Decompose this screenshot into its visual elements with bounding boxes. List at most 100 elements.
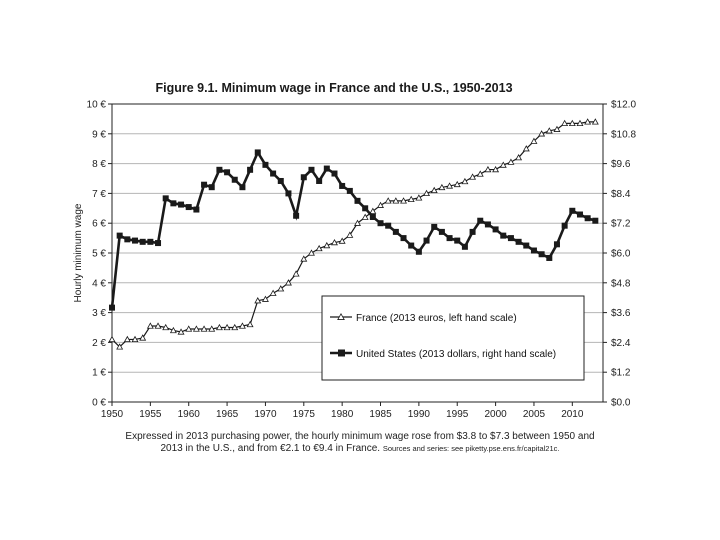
data-point-france xyxy=(215,323,223,331)
data-point-france xyxy=(499,161,507,168)
data-point-united-states xyxy=(477,217,484,224)
data-point-united-states xyxy=(323,165,330,172)
x-tick-label: 1950 xyxy=(101,409,124,420)
data-point-france xyxy=(361,213,369,220)
data-point-france xyxy=(116,343,124,350)
data-point-france xyxy=(277,285,285,292)
legend-label-united-states: United States (2013 dollars, right hand … xyxy=(356,349,556,360)
data-point-france xyxy=(338,237,346,244)
data-point-france xyxy=(192,325,200,332)
y-right-tick-label: $1.2 xyxy=(611,368,631,379)
data-point-united-states xyxy=(469,228,476,235)
data-point-france xyxy=(139,334,147,341)
data-point-united-states xyxy=(408,242,415,249)
data-point-france xyxy=(584,118,592,125)
data-point-france xyxy=(453,180,461,188)
data-point-france xyxy=(576,119,584,127)
data-point-france xyxy=(208,325,216,332)
caption-sources: Sources and series: see piketty.pse.ens.… xyxy=(382,444,560,453)
x-tick-label: 2000 xyxy=(484,409,507,420)
legend-swatch-marker xyxy=(338,349,345,357)
data-point-united-states xyxy=(216,166,223,173)
data-point-united-states xyxy=(484,221,491,228)
data-point-france xyxy=(400,197,408,204)
data-point-united-states xyxy=(431,223,438,230)
data-point-united-states xyxy=(454,237,461,244)
data-point-france xyxy=(407,195,415,203)
data-point-united-states xyxy=(369,213,376,220)
data-point-united-states xyxy=(285,190,292,197)
y-right-tick-label: $9.6 xyxy=(611,159,631,170)
data-point-united-states xyxy=(132,237,139,244)
data-point-france xyxy=(553,125,561,132)
y-right-tick-label: $6.0 xyxy=(611,249,631,260)
x-tick-label: 1990 xyxy=(408,409,431,420)
y-left-tick-label: 2 € xyxy=(92,338,106,349)
data-point-united-states xyxy=(277,177,284,184)
data-point-united-states xyxy=(247,166,254,173)
data-point-france xyxy=(177,328,185,335)
data-point-united-states xyxy=(415,248,422,255)
data-point-france xyxy=(515,154,523,161)
data-point-united-states xyxy=(592,217,599,224)
data-point-united-states xyxy=(331,170,338,177)
y-left-tick-label: 9 € xyxy=(92,129,106,140)
data-point-france xyxy=(591,118,599,125)
data-point-france xyxy=(438,183,446,191)
data-point-united-states xyxy=(392,228,399,235)
y-right-tick-label: $3.6 xyxy=(611,308,631,319)
data-point-united-states xyxy=(446,235,453,242)
legend-swatch-france xyxy=(330,312,352,320)
data-point-united-states xyxy=(576,211,583,218)
data-point-france xyxy=(507,158,515,165)
data-point-france xyxy=(154,322,162,329)
x-tick-label: 1960 xyxy=(178,409,201,420)
y-right-tick-label: $10.8 xyxy=(611,129,636,140)
x-tick-label: 2005 xyxy=(523,409,546,420)
data-point-united-states xyxy=(162,195,169,202)
data-point-united-states xyxy=(116,232,123,239)
data-point-france xyxy=(469,173,477,180)
legend: France (2013 euros, left hand scale) Uni… xyxy=(321,295,585,381)
data-point-france xyxy=(530,137,538,144)
data-point-united-states xyxy=(354,197,361,204)
data-point-france xyxy=(300,255,308,262)
data-point-france xyxy=(131,335,139,343)
data-point-united-states xyxy=(262,161,269,168)
x-tick-label: 1955 xyxy=(139,409,162,420)
data-point-france xyxy=(231,323,239,331)
data-point-united-states xyxy=(239,184,246,191)
y-right-tick-label: $7.2 xyxy=(611,219,631,230)
data-point-united-states xyxy=(147,238,154,245)
data-point-france xyxy=(108,335,116,343)
data-point-united-states xyxy=(530,247,537,254)
data-point-france xyxy=(169,326,177,334)
data-point-united-states xyxy=(546,254,553,261)
y-axis-label: Hourly minimum wage xyxy=(73,203,84,302)
data-point-france xyxy=(146,322,154,329)
data-point-united-states xyxy=(201,181,208,188)
x-tick-label: 2010 xyxy=(561,409,584,420)
data-point-united-states xyxy=(185,204,192,211)
legend-swatch-united-states xyxy=(330,349,352,357)
data-point-france xyxy=(369,207,377,214)
data-point-france xyxy=(284,279,292,286)
plot-frame xyxy=(111,103,604,403)
data-point-france xyxy=(492,165,500,173)
y-left-tick-label: 4 € xyxy=(92,278,106,289)
y-left-tick-label: 6 € xyxy=(92,219,106,230)
data-point-france xyxy=(238,322,246,329)
y-right-tick-label: $4.8 xyxy=(611,278,631,289)
data-point-france xyxy=(269,289,277,296)
data-point-france xyxy=(392,197,400,204)
y-left-tick-label: 1 € xyxy=(92,368,106,379)
y-right-tick-label: $0.0 xyxy=(611,398,631,409)
x-tick-label: 1995 xyxy=(446,409,469,420)
data-point-united-states xyxy=(523,242,530,249)
data-point-united-states xyxy=(224,169,231,176)
data-point-france xyxy=(538,130,546,137)
data-point-united-states xyxy=(300,174,307,181)
data-point-united-states xyxy=(385,222,392,229)
y-left-tick-label: 5 € xyxy=(92,249,106,260)
